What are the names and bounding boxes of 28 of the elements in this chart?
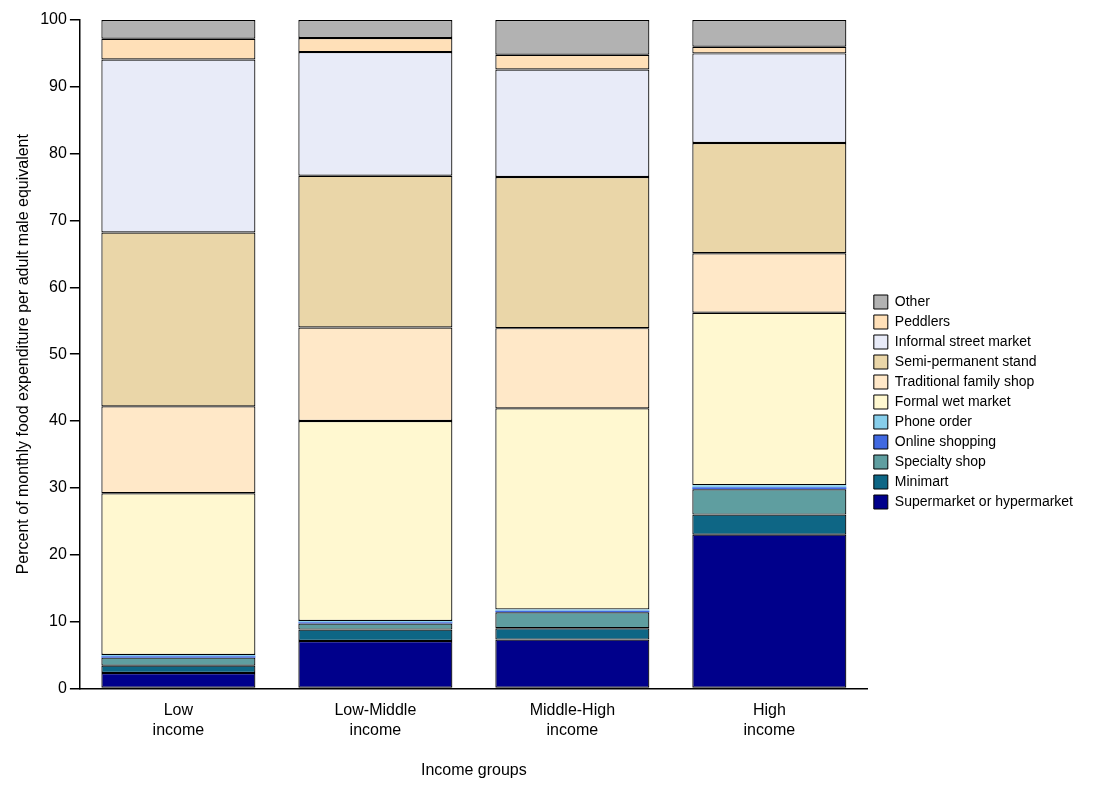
x-tick-label: Low-Middle income [334, 701, 417, 738]
legend-label: Online shopping [894, 432, 997, 449]
y-tick-label: 30 [49, 478, 67, 496]
y-tick-label: 100 [40, 10, 67, 28]
legend-label: Formal wet market [894, 392, 1011, 409]
legend-label: Phone order [894, 412, 973, 429]
y-tick-label: 10 [49, 611, 67, 629]
y-axis-title: Percent of monthly food expenditure per adult male equivalent [14, 133, 32, 575]
y-tick-label: 70 [49, 210, 67, 228]
y-tick-label: 80 [49, 144, 67, 162]
legend-label: Specialty shop [894, 452, 987, 469]
y-tick-label: 0 [57, 678, 67, 696]
x-axis-title: Income groups [420, 760, 527, 778]
x-tick-label: Middle-High income [529, 701, 616, 738]
legend-label: Supermarket or hypermarket [894, 492, 1074, 509]
y-tick-label: 60 [49, 277, 67, 295]
legend-label: Other [894, 292, 931, 309]
legend-label: Minimart [894, 472, 949, 489]
y-tick-label: 20 [49, 545, 67, 563]
y-tick-label: 40 [49, 411, 67, 429]
x-tick-label: High income [743, 701, 796, 738]
x-tick-label: Low income [152, 701, 205, 738]
legend-label: Semi-permanent stand [894, 352, 1037, 369]
y-tick-label: 90 [49, 77, 67, 95]
legend-label: Peddlers [894, 312, 951, 329]
y-tick-label: 50 [49, 344, 67, 362]
legend-label: Traditional family shop [894, 372, 1035, 389]
legend-label: Informal street market [894, 332, 1032, 349]
